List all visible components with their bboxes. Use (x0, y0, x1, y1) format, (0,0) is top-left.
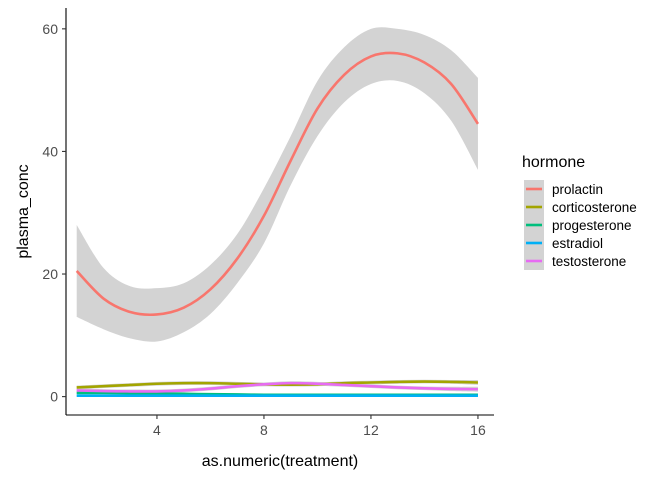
y-axis-title: plasma_conc (15, 164, 32, 258)
y-tick-label: 60 (42, 21, 58, 37)
ribbon-prolactin (76, 27, 478, 342)
x-tick-label: 8 (260, 422, 268, 438)
smooth-lines (75, 51, 480, 397)
legend-title: hormone (522, 154, 585, 171)
legend-label-prolactin: prolactin (552, 182, 603, 197)
y-tick-label: 0 (50, 389, 58, 405)
confidence-ribbons (76, 27, 478, 397)
axis-ticks: 4 8 12 16 0 20 40 60 (42, 21, 486, 438)
line-prolactin (75, 51, 480, 317)
legend-label-progesterone: progesterone (552, 218, 632, 233)
legend-label-testosterone: testosterone (552, 254, 626, 269)
axes (65, 8, 494, 416)
legend-label-estradiol: estradiol (552, 236, 603, 251)
x-tick-label: 12 (363, 422, 379, 438)
x-tick-label: 4 (153, 422, 161, 438)
legend-label-corticosterone: corticosterone (552, 200, 637, 215)
y-tick-label: 40 (42, 143, 58, 159)
y-tick-label: 20 (42, 266, 58, 282)
legend: hormone prolactin corticosterone progester… (522, 154, 637, 270)
x-axis-title: as.numeric(treatment) (202, 453, 359, 470)
x-tick-label: 16 (470, 422, 486, 438)
line-testosterone (76, 381, 478, 393)
